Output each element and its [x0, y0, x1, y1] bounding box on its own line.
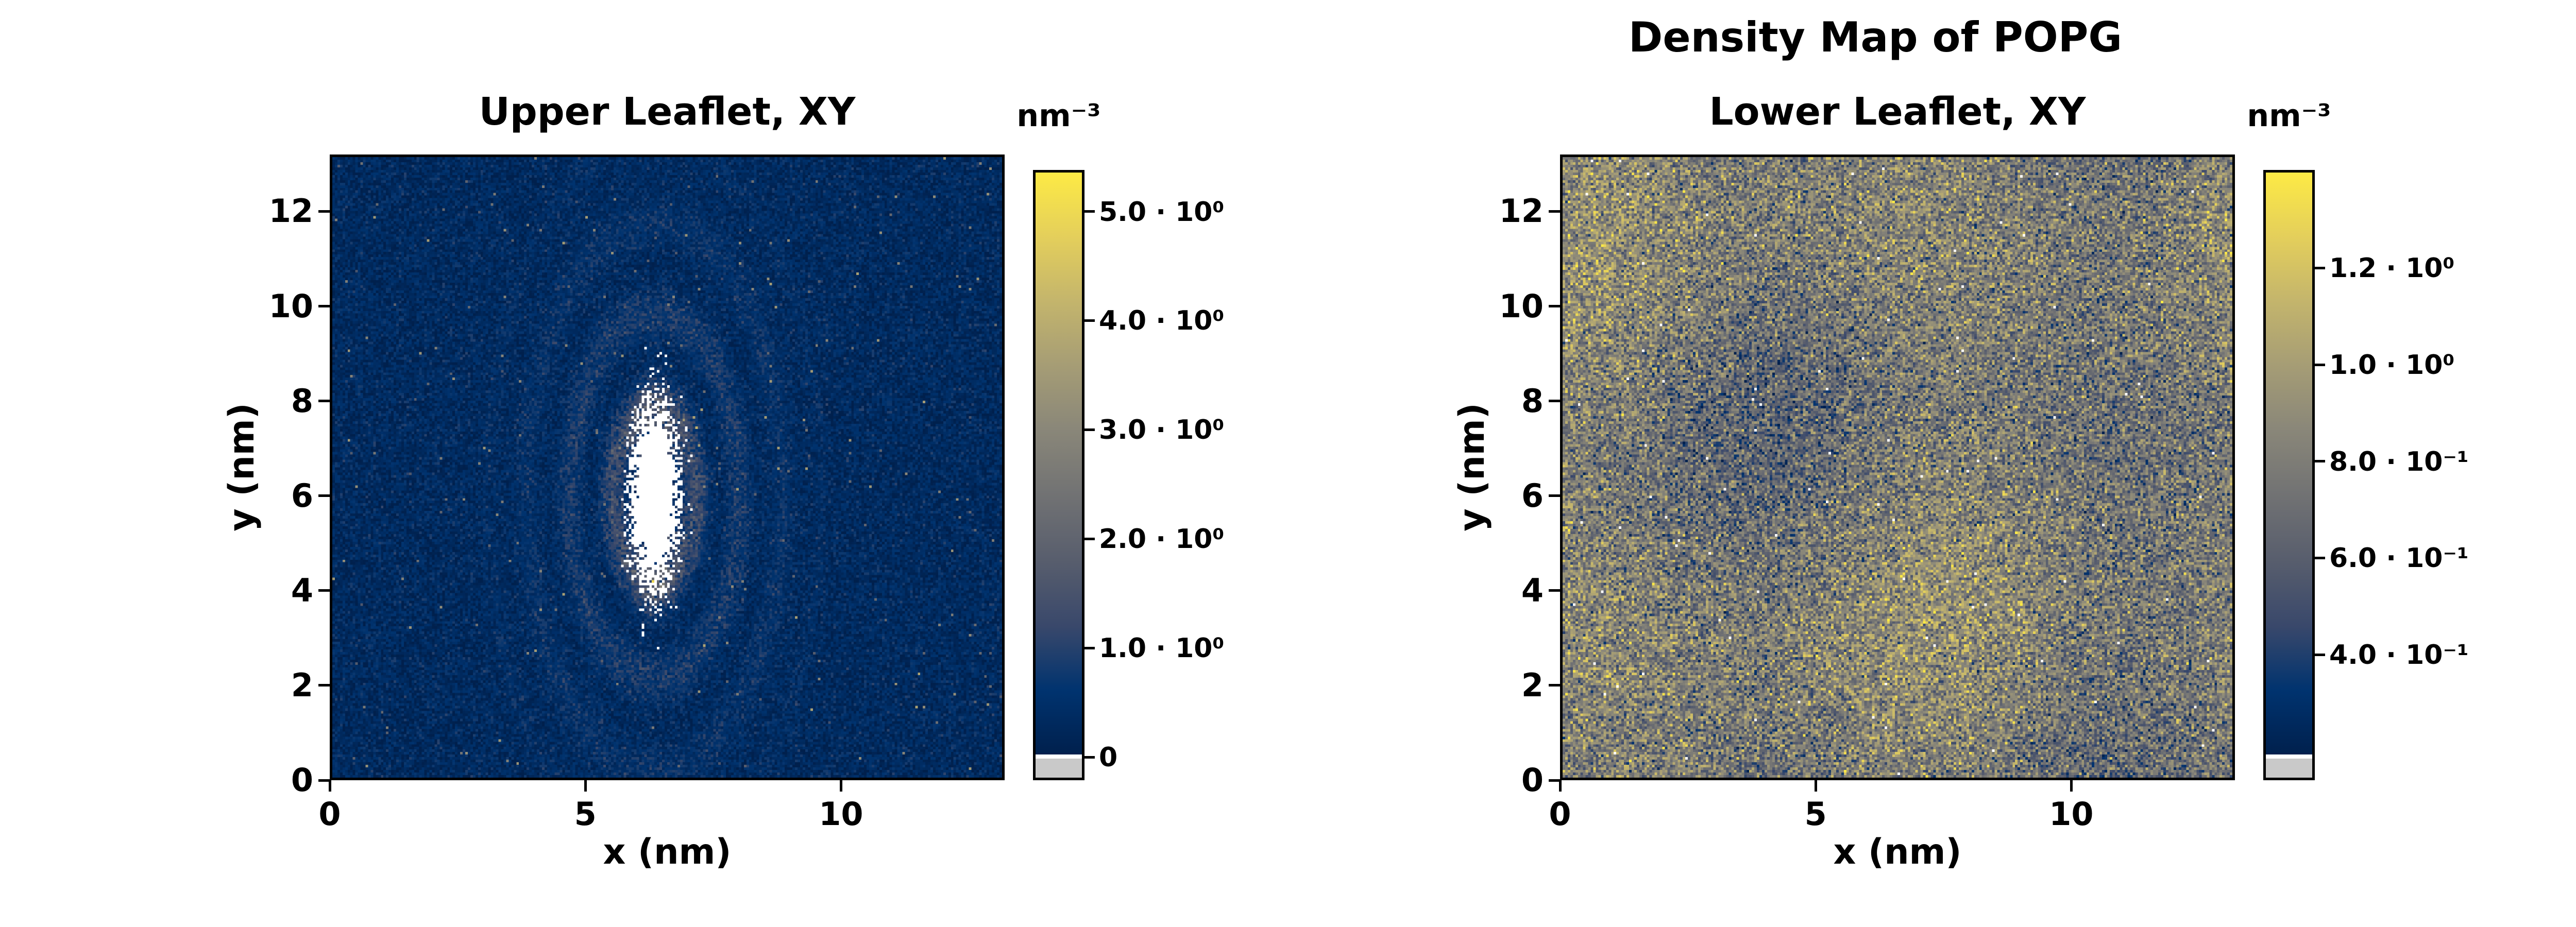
colorbar-tick-mark	[2315, 266, 2325, 269]
colorbar-tick-label: 8.0 · 10⁻¹	[2329, 446, 2469, 477]
colorbar-tick-label: 1.2 · 10⁰	[2329, 253, 2455, 284]
x-tick-label: 0	[318, 795, 341, 833]
colorbar-gap	[1036, 754, 1082, 759]
x-tick-label: 10	[2049, 795, 2094, 833]
colorbar-tick-label: 4.0 · 10⁰	[1099, 305, 1225, 337]
y-tick-label: 12	[268, 192, 313, 230]
y-tick-mark	[1549, 210, 1560, 213]
colorbar-extend	[2266, 759, 2312, 778]
y-tick-mark	[1549, 779, 1560, 782]
lower-leaflet-title: Lower Leaflet, XY	[1709, 90, 2086, 134]
lower-leaflet-colorbar-unit: nm⁻³	[2247, 98, 2331, 134]
y-tick-label: 10	[1499, 287, 1544, 325]
colorbar-tick-label: 1.0 · 10⁰	[1099, 633, 1225, 664]
colorbar-tick-mark	[2315, 653, 2325, 656]
x-tick-mark	[2070, 780, 2073, 792]
colorbar-tick-mark	[1084, 537, 1095, 540]
lower-leaflet-heatmap	[1563, 157, 2232, 778]
y-tick-mark	[1549, 400, 1560, 403]
y-tick-mark	[318, 210, 330, 213]
y-tick-label: 4	[1521, 571, 1544, 609]
colorbar-extend	[1036, 759, 1082, 778]
y-tick-label: 0	[291, 761, 313, 799]
colorbar-tick-label: 1.0 · 10⁰	[2329, 350, 2455, 381]
colorbar-tick-label: 0	[1099, 742, 1118, 773]
colorbar-tick-label: 5.0 · 10⁰	[1099, 196, 1225, 228]
upper-leaflet-plot	[330, 154, 1005, 780]
y-tick-mark	[318, 400, 330, 403]
y-tick-label: 6	[1521, 476, 1544, 514]
colorbar-tick-mark	[2315, 460, 2325, 463]
y-tick-mark	[1549, 589, 1560, 592]
x-tick-label: 5	[574, 795, 597, 833]
x-tick-mark	[1558, 780, 1562, 792]
y-tick-label: 2	[1521, 666, 1544, 704]
y-tick-mark	[318, 589, 330, 592]
colorbar-tick-label: 6.0 · 10⁻¹	[2329, 543, 2469, 574]
y-tick-label: 6	[291, 476, 313, 514]
y-tick-label: 0	[1521, 761, 1544, 799]
upper-leaflet-ylabel: y (nm)	[222, 403, 262, 531]
x-tick-mark	[1814, 780, 1817, 792]
colorbar-gradient	[1036, 173, 1082, 754]
colorbar-tick-label: 3.0 · 10⁰	[1099, 415, 1225, 446]
upper-leaflet-colorbar-unit: nm⁻³	[1016, 98, 1101, 134]
y-tick-mark	[318, 305, 330, 308]
y-tick-label: 2	[291, 666, 313, 704]
x-tick-mark	[839, 780, 842, 792]
y-tick-mark	[1549, 305, 1560, 308]
colorbar-tick-label: 2.0 · 10⁰	[1099, 524, 1225, 555]
lower-leaflet-xlabel: x (nm)	[1833, 832, 1962, 872]
x-tick-mark	[328, 780, 331, 792]
colorbar-tick-mark	[1084, 210, 1095, 213]
upper-leaflet-xlabel: x (nm)	[603, 832, 732, 872]
y-tick-mark	[318, 684, 330, 687]
x-tick-label: 5	[1804, 795, 1827, 833]
y-tick-label: 8	[1521, 382, 1544, 420]
lower-leaflet-plot	[1560, 154, 2235, 780]
colorbar-gap	[2266, 754, 2312, 759]
y-tick-label: 8	[291, 382, 313, 420]
colorbar-gradient	[2266, 173, 2312, 754]
colorbar-tick-mark	[1084, 756, 1095, 759]
y-tick-label: 4	[291, 571, 313, 609]
colorbar-tick-mark	[1084, 646, 1095, 649]
y-tick-mark	[1549, 684, 1560, 687]
colorbar-tick-mark	[2315, 363, 2325, 366]
y-tick-mark	[318, 494, 330, 497]
x-tick-label: 0	[1549, 795, 1571, 833]
upper-leaflet-title: Upper Leaflet, XY	[479, 90, 856, 134]
lower-leaflet-colorbar	[2263, 170, 2315, 780]
x-tick-mark	[584, 780, 587, 792]
figure-title: Density Map of POPG	[1628, 13, 2123, 61]
x-tick-label: 10	[819, 795, 863, 833]
upper-leaflet-heatmap	[332, 157, 1002, 778]
colorbar-tick-mark	[1084, 319, 1095, 322]
y-tick-label: 12	[1499, 192, 1544, 230]
lower-leaflet-ylabel: y (nm)	[1452, 403, 1493, 531]
upper-leaflet-colorbar	[1033, 170, 1084, 780]
colorbar-tick-label: 4.0 · 10⁻¹	[2329, 640, 2469, 671]
y-tick-label: 10	[268, 287, 313, 325]
y-tick-mark	[1549, 494, 1560, 497]
colorbar-tick-mark	[2315, 556, 2325, 559]
colorbar-tick-mark	[1084, 428, 1095, 431]
y-tick-mark	[318, 779, 330, 782]
